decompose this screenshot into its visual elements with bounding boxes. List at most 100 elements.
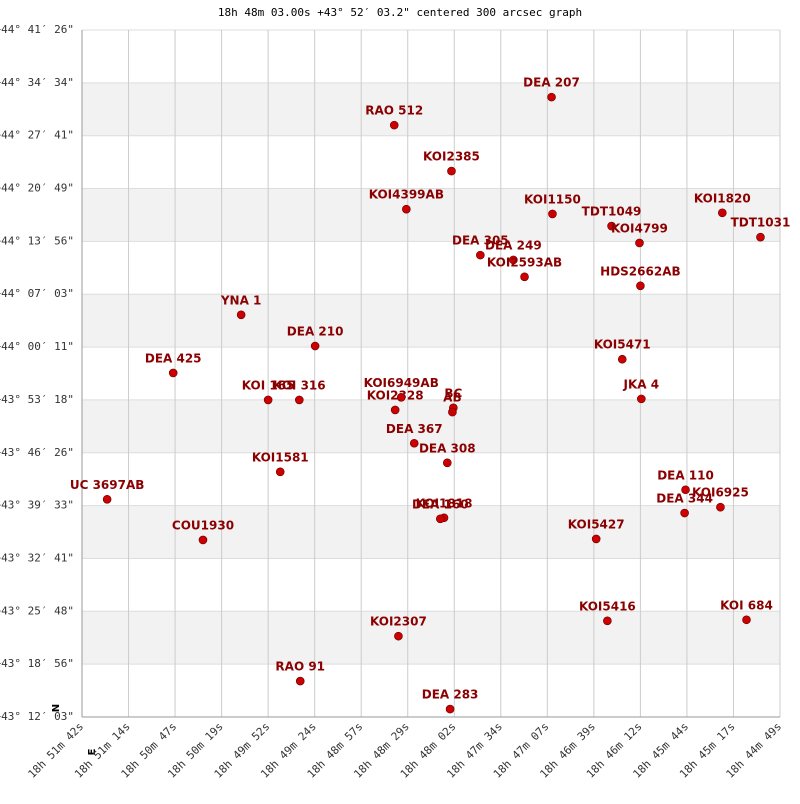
star — [448, 407, 457, 417]
star-label: RAO 512 — [365, 104, 423, 118]
star — [445, 704, 455, 714]
star — [509, 255, 518, 265]
grid-band — [82, 188, 780, 242]
y-tick-label: +43° 25′ 48" — [0, 604, 74, 617]
star — [636, 281, 645, 291]
star-label: BC — [444, 386, 462, 400]
star — [402, 204, 411, 214]
y-tick-label: +43° 12′ 03" — [0, 710, 74, 723]
y-tick-label: +43° 18′ 56" — [0, 657, 74, 670]
y-tick-label: +44° 00′ 11" — [0, 340, 74, 353]
star — [603, 616, 612, 626]
y-tick-label: +43° 39′ 33" — [0, 499, 74, 512]
star-label: KOI2593AB — [487, 255, 562, 269]
star — [548, 209, 557, 219]
y-tick-label: +44° 13′ 56" — [0, 234, 74, 247]
star — [168, 368, 178, 378]
star-label: DEA 367 — [386, 422, 443, 436]
chart-title: 18h 48m 03.00s +43° 52′ 03.2" centered 3… — [218, 6, 582, 19]
star-label: DEA 308 — [419, 441, 476, 455]
y-tick-label: +43° 46′ 26" — [0, 446, 74, 459]
grid-band — [82, 82, 780, 136]
grid-band — [82, 505, 780, 559]
star-label: HDS2662AB — [600, 264, 680, 278]
grid-band — [82, 399, 780, 453]
star — [617, 354, 627, 364]
y-tick-label: +44° 07′ 03" — [0, 287, 74, 300]
y-tick-label: +43° 32′ 41" — [0, 551, 74, 564]
star-label: DEA 249 — [485, 238, 542, 252]
grid-band — [82, 294, 780, 348]
star — [607, 221, 616, 231]
grid-band — [82, 611, 780, 665]
star — [102, 494, 112, 504]
star-label: KOI5427 — [568, 517, 625, 531]
star-label: KOI1818 — [416, 496, 473, 510]
star-label: KOI1150 — [524, 192, 581, 206]
star — [680, 508, 689, 518]
star — [637, 394, 646, 404]
star — [520, 272, 529, 282]
star — [396, 392, 406, 402]
compass-east: E — [87, 748, 98, 755]
star-label: DEA 425 — [145, 351, 202, 365]
star — [442, 458, 452, 468]
star — [756, 232, 765, 242]
star-label: DEA 283 — [422, 688, 479, 702]
star-label: KOI2385 — [423, 150, 480, 164]
star — [236, 310, 246, 320]
star-label: DEA 160 — [412, 497, 469, 511]
star — [717, 208, 727, 218]
star-label: KOI4399AB — [369, 188, 444, 202]
star-label: KOI6925 — [692, 486, 749, 500]
star-label: JKA 4 — [623, 377, 660, 391]
y-tick-label: +44° 27′ 41" — [0, 129, 74, 142]
star-label: KOI2328 — [367, 388, 424, 402]
star-label: DEA 110 — [657, 468, 714, 482]
star-label: KOI5416 — [579, 599, 636, 613]
star-label: DEA 305 — [452, 234, 509, 248]
star-label: KOI 684 — [720, 598, 773, 612]
star-label: KOI5471 — [594, 338, 651, 352]
star-label: COU1930 — [172, 518, 234, 532]
star — [681, 485, 690, 495]
star-label: RAO 91 — [275, 660, 325, 674]
compass-north: N — [51, 704, 62, 712]
star-label: TDT1049 — [582, 205, 642, 219]
star-label: KOI2307 — [370, 615, 427, 629]
star-label: DEA 344 — [656, 492, 713, 506]
star-label: KOI6949AB — [364, 376, 439, 390]
star — [476, 250, 485, 260]
star — [716, 502, 725, 512]
star-label: AB — [443, 391, 461, 405]
star-label: KOI 316 — [273, 378, 326, 392]
star — [635, 238, 644, 248]
star — [390, 405, 400, 415]
star — [275, 467, 285, 477]
star — [263, 395, 273, 405]
star — [198, 535, 208, 545]
star-label: DEA 210 — [287, 325, 344, 339]
y-tick-label: +43° 53′ 18" — [0, 393, 74, 406]
star-label: KOI 165 — [242, 378, 295, 392]
star-label: KOI1581 — [252, 450, 309, 464]
star — [742, 615, 751, 625]
star — [436, 514, 445, 524]
star-label: TDT1031 — [731, 216, 791, 230]
star — [547, 92, 556, 102]
star — [310, 341, 320, 351]
star — [409, 438, 419, 448]
y-tick-label: +44° 41′ 26" — [0, 23, 74, 36]
y-tick-label: +44° 20′ 49" — [0, 182, 74, 195]
star — [295, 395, 304, 405]
star-label: KOI1820 — [694, 191, 751, 205]
star-label: DEA 207 — [523, 76, 580, 90]
star — [394, 631, 403, 641]
star-label: YNA 1 — [220, 293, 262, 307]
star — [295, 676, 305, 686]
star — [591, 534, 601, 544]
star — [447, 166, 456, 176]
star — [389, 120, 399, 130]
y-tick-label: +44° 34′ 34" — [0, 76, 74, 89]
